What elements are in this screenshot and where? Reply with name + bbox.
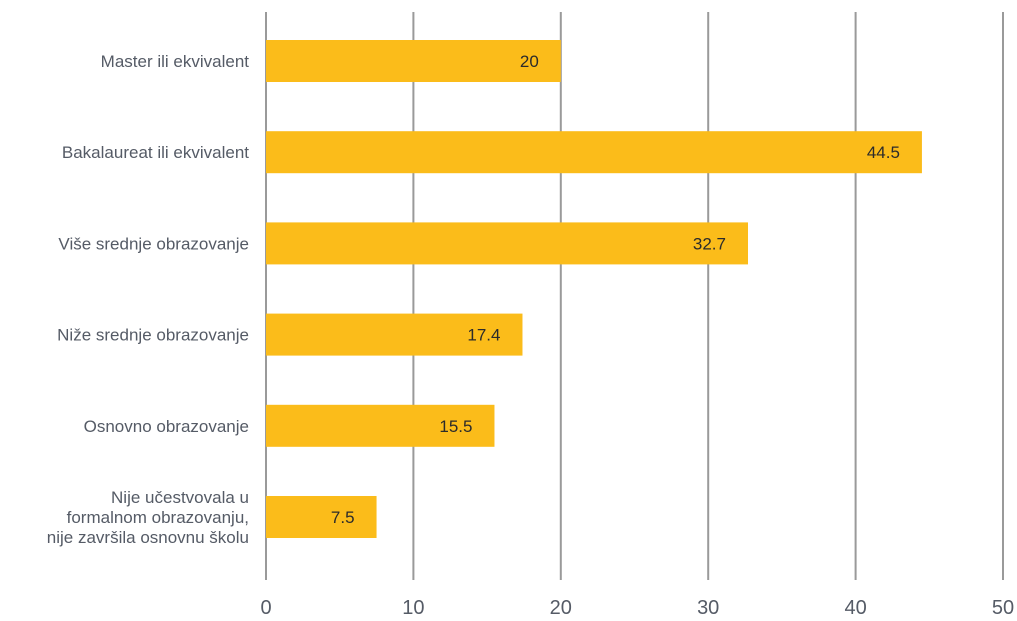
- x-tick-label: 50: [992, 597, 1014, 619]
- x-tick-label: 40: [844, 597, 866, 619]
- data-label: 44.5: [867, 143, 900, 162]
- bar: [266, 40, 561, 82]
- x-tick-label: 10: [402, 597, 424, 619]
- x-tick-label: 20: [550, 597, 572, 619]
- category-label-line: formalnom obrazovanju,: [67, 508, 249, 527]
- data-label: 15.5: [439, 417, 472, 436]
- category-label-line: Niže srednje obrazovanje: [57, 326, 249, 345]
- category-labels: Master ili ekvivalent Bakalaureat ili ekv…: [47, 52, 249, 547]
- category-label-line: nije završila osnovnu školu: [47, 528, 249, 547]
- bar: [266, 404, 495, 447]
- data-label: 20: [520, 52, 539, 71]
- bar: [266, 131, 922, 174]
- bars: [266, 40, 922, 538]
- category-label: Bakalaureat ili ekvivalent: [62, 143, 249, 162]
- category-label-line: Bakalaureat ili ekvivalent: [62, 143, 249, 162]
- grid-lines: [265, 12, 1004, 580]
- category-label: Osnovno obrazovanje: [84, 417, 249, 436]
- category-label: Više srednje obrazovanje: [58, 234, 249, 253]
- bar: [266, 496, 377, 538]
- category-label-line: Nije učestvovala u: [111, 488, 249, 507]
- data-label: 32.7: [693, 234, 726, 253]
- value-labels: 20 44.5 32.7 17.4 15.5 7.5: [331, 52, 900, 527]
- bar: [266, 222, 748, 265]
- x-tick-label: 30: [697, 597, 719, 619]
- data-label: 17.4: [467, 326, 500, 345]
- x-tick-label: 0: [260, 597, 271, 619]
- data-label: 7.5: [331, 508, 355, 527]
- category-label-line: Master ili ekvivalent: [101, 52, 250, 71]
- bar: [266, 313, 523, 356]
- x-tick-labels: 0 10 20 30 40 50: [260, 597, 1014, 619]
- category-label: Master ili ekvivalent: [101, 52, 250, 71]
- category-label: Niže srednje obrazovanje: [57, 326, 249, 345]
- category-label-line: Više srednje obrazovanje: [58, 234, 249, 253]
- category-label: Nije učestvovala u formalnom obrazovanju,…: [47, 488, 249, 547]
- category-label-line: Osnovno obrazovanje: [84, 417, 249, 436]
